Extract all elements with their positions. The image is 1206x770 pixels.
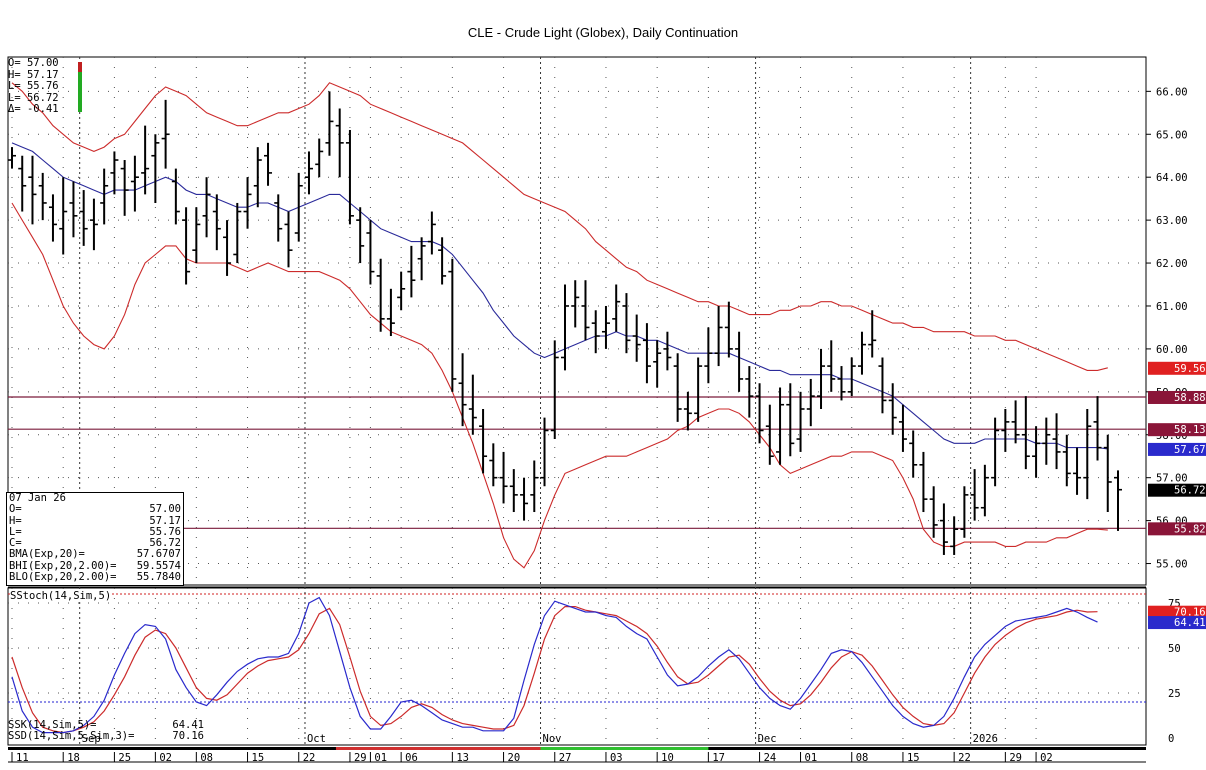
time-axis-segment-red [335, 747, 545, 750]
price-value-label: 55.82 [1174, 523, 1206, 535]
day-label: 18 [67, 752, 80, 764]
readout-row: Δ= -0.41 [8, 103, 59, 115]
price-value-label-bg [1148, 390, 1206, 404]
price-tick-label: 62.00 [1156, 258, 1188, 270]
price-value-label-bg [1148, 522, 1206, 536]
readout-row: O= 57.00 [8, 57, 59, 69]
day-label: 03 [610, 752, 623, 764]
day-label: 02 [159, 752, 172, 764]
day-label: 10 [661, 752, 674, 764]
price-tick-label: 64.00 [1156, 172, 1188, 184]
price-tick-label: 66.00 [1156, 86, 1188, 98]
price-value-label: 59.56 [1174, 363, 1206, 375]
day-label: 11 [16, 752, 29, 764]
stoch-values: SSK(14,Sim,5)= 64.41 SSD(14,Sim,5,Sim,3)=… [6, 720, 206, 742]
day-label: 08 [856, 752, 869, 764]
day-label: 08 [200, 752, 213, 764]
day-label: 20 [508, 752, 521, 764]
stoch-tick-label: 50 [1168, 643, 1181, 655]
day-label: 13 [456, 752, 469, 764]
price-tick-label: 63.00 [1156, 215, 1188, 227]
day-label: 29 [354, 752, 367, 764]
price-value-label-bg [1148, 361, 1206, 375]
ssd-line [11, 605, 1098, 734]
day-label: 01 [805, 752, 818, 764]
price-tick-label: 65.00 [1156, 129, 1188, 141]
chart-title: CLE - Crude Light (Globex), Daily Contin… [467, 25, 739, 40]
info-row: L= 55.76 [9, 525, 181, 538]
info-row: H= 57.17 [9, 514, 181, 527]
price-value-label: 58.13 [1174, 424, 1206, 436]
price-value-label: 56.72 [1174, 485, 1206, 497]
month-label: Oct [307, 733, 326, 745]
month-label: Nov [543, 733, 562, 745]
day-label: 24 [764, 752, 777, 764]
readout-row: L= 56.72 [8, 91, 59, 104]
info-row: BMA(Exp,20)= 57.6707 [9, 548, 181, 561]
moving-average-line [11, 142, 1108, 450]
price-value-label: 58.88 [1174, 392, 1206, 404]
price-value-label-bg [1148, 423, 1206, 437]
price-tick-label: 61.00 [1156, 301, 1188, 313]
price-value-label-bg [1148, 442, 1206, 456]
day-label: 27 [559, 752, 572, 764]
month-label: Dec [758, 733, 777, 745]
info-date: 07 Jan 26 [9, 492, 66, 504]
price-tick-label: 57.00 [1156, 473, 1188, 485]
info-row: BLO(Exp,20,2.00)= 55.7840 [9, 571, 181, 584]
day-label: 02 [1040, 752, 1053, 764]
day-label: 29 [1009, 752, 1022, 764]
bollinger-upper-line [11, 82, 1108, 371]
readout-change-bar [78, 62, 82, 72]
price-value-label: 57.67 [1174, 444, 1206, 456]
ssk-row: SSK(14,Sim,5)= 64.41 [8, 719, 204, 731]
stoch-tick-label: 0 [1168, 733, 1174, 745]
day-label: 17 [712, 752, 725, 764]
day-label: 25 [118, 752, 131, 764]
price-value-label-bg [1148, 483, 1206, 497]
price-panel-frame [7, 56, 1147, 586]
readout-row: H= 57.17 [8, 68, 59, 81]
readout-range-bar [78, 72, 82, 112]
month-label: 2026 [973, 733, 998, 745]
info-row: O= 57.00 [9, 503, 181, 516]
day-label: 06 [405, 752, 418, 764]
day-label: 15 [907, 752, 920, 764]
stoch-panel-frame [7, 587, 1147, 746]
ssk-line [11, 596, 1098, 734]
price-tick-label: 60.00 [1156, 344, 1188, 356]
stoch-value-label: 64.41 [1174, 617, 1206, 629]
data-window: 07 Jan 26 O= 57.00 H= 57.17 L= 55.76 C= 56.7… [6, 492, 184, 586]
ohlc-readout: O= 57.00 H= 57.17 L= 55.76 L= 56.72 Δ= -… [8, 57, 82, 116]
price-tick-label: 55.00 [1156, 559, 1188, 571]
stoch-value-label-bg [1148, 605, 1206, 619]
stoch-value-label-bg [1148, 616, 1206, 630]
time-axis-segment-green [540, 747, 709, 750]
month-label: Sep [82, 733, 101, 745]
bollinger-lower-line [11, 202, 1108, 569]
stoch-label: SStoch(14,Sim,5) [10, 590, 112, 602]
day-label: 22 [303, 752, 316, 764]
stoch-tick-label: 25 [1168, 688, 1181, 700]
day-label: 01 [374, 752, 387, 764]
ssd-row: SSD(14,Sim,5,Sim,3)= 70.16 [8, 730, 204, 742]
info-row: BHI(Exp,20,2.00)= 59.5574 [9, 559, 181, 572]
stoch-value-label: 70.16 [1174, 607, 1206, 619]
info-row: C= 56.72 [9, 537, 181, 550]
day-label: 15 [252, 752, 265, 764]
day-label: 22 [958, 752, 971, 764]
readout-row: L= 55.76 [8, 80, 59, 92]
